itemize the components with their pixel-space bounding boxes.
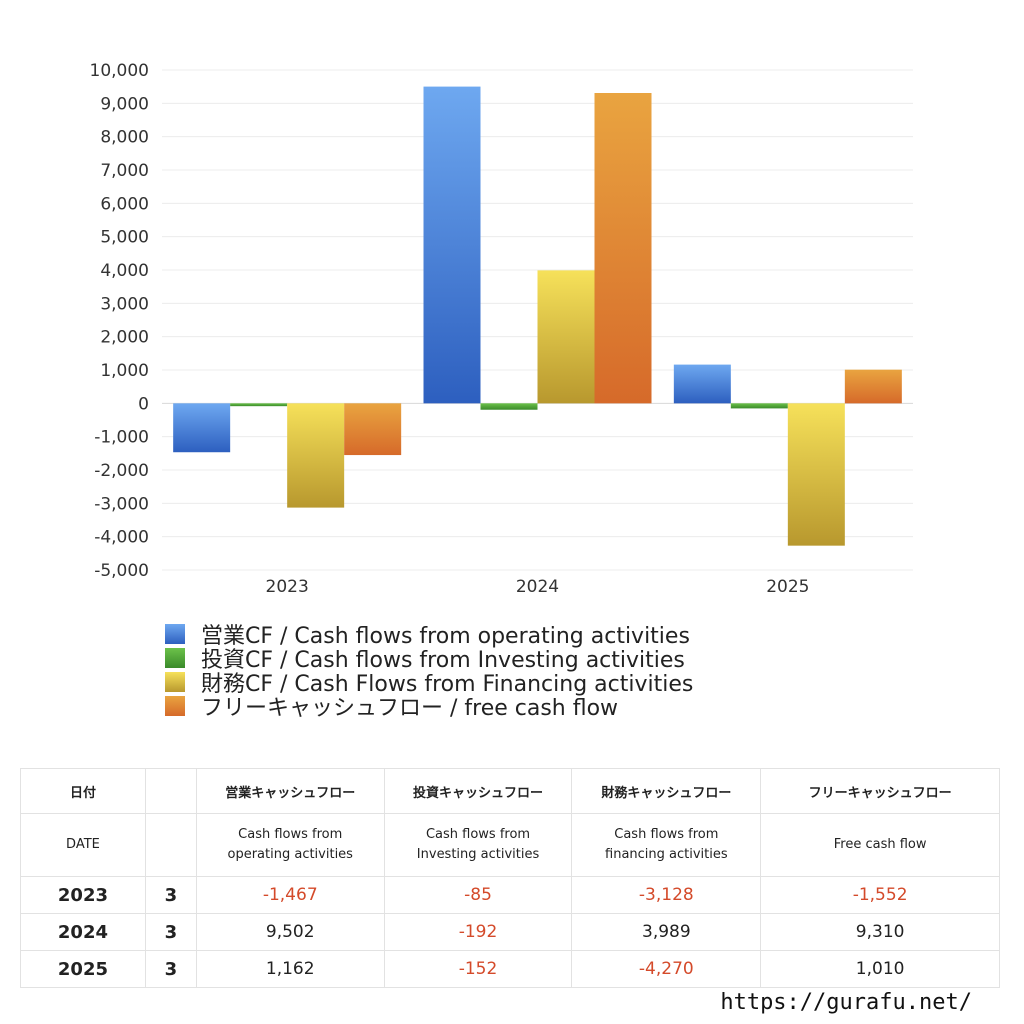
header-financing-en: Cash flows from financing activities — [571, 813, 762, 877]
bar-2024-series-2 — [537, 270, 595, 404]
y-tick-label: 8,000 — [100, 128, 149, 148]
x-tick-label: 2024 — [516, 577, 559, 597]
table-row: 2024 3 9,502 -192 3,989 9,310 — [20, 913, 1000, 951]
row-operating: 9,502 — [195, 913, 385, 951]
legend-label-free-cash-flow: フリーキャッシュフロー / free cash flow — [201, 696, 619, 721]
row-month: 3 — [144, 950, 197, 988]
legend-item-operating: 営業CF / Cash flows from operating activit… — [165, 622, 693, 649]
bar-2023-series-2 — [287, 403, 345, 508]
y-tick-label: 2,000 — [100, 328, 149, 348]
bar-2025-series-1 — [730, 403, 788, 409]
row-year: 2025 — [20, 950, 146, 988]
row-year: 2023 — [20, 876, 146, 914]
footer-url[interactable]: https://gurafu.net/ — [720, 990, 972, 1015]
legend-label-financing: 財務CF / Cash Flows from Financing activit… — [201, 672, 694, 697]
table-row: 2023 3 -1,467 -85 -3,128 -1,552 — [20, 876, 1000, 914]
y-tick-label: 0 — [138, 394, 149, 414]
row-month: 3 — [144, 876, 197, 914]
y-tick-label: 6,000 — [100, 194, 149, 214]
y-tick-label: 5,000 — [100, 228, 149, 248]
row-year: 2024 — [20, 913, 146, 951]
y-tick-label: 3,000 — [100, 294, 149, 314]
y-tick-label: -2,000 — [94, 461, 149, 481]
y-tick-label: 1,000 — [100, 361, 149, 381]
legend-swatch-operating — [165, 624, 185, 644]
row-investing: -152 — [383, 950, 573, 988]
header-month-en — [144, 813, 197, 877]
header-investing-en: Cash flows from Investing activities — [383, 813, 573, 877]
header-month-jp — [144, 768, 197, 814]
header-free-jp: フリーキャッシュフロー — [760, 768, 1000, 814]
row-free: 9,310 — [760, 913, 1000, 951]
legend: 営業CF / Cash flows from operating activit… — [165, 622, 693, 721]
y-tick-label: 4,000 — [100, 261, 149, 281]
bar-2024-series-3 — [594, 93, 652, 404]
header-operating-en-line2: operating activities — [227, 847, 353, 862]
header-investing-en-line2: Investing activities — [416, 847, 540, 862]
x-tick-label: 2025 — [766, 577, 809, 597]
bar-2025-series-2 — [787, 403, 845, 546]
header-financing-jp: 財務キャッシュフロー — [571, 768, 762, 814]
bar-2023-series-3 — [344, 403, 402, 456]
row-investing: -192 — [383, 913, 573, 951]
y-tick-label: -3,000 — [94, 494, 149, 514]
bar-2024-series-1 — [480, 403, 538, 410]
bar-2023-series-0 — [173, 403, 231, 453]
row-free: 1,010 — [760, 950, 1000, 988]
header-operating-en: Cash flows from operating activities — [195, 813, 385, 877]
x-tick-label: 2023 — [266, 577, 309, 597]
legend-item-investing: 投資CF / Cash flows from Investing activit… — [165, 646, 693, 673]
row-free: -1,552 — [760, 876, 1000, 914]
y-tick-label: -5,000 — [94, 561, 149, 581]
y-tick-label: -4,000 — [94, 528, 149, 548]
legend-label-operating: 営業CF / Cash flows from operating activit… — [201, 624, 690, 649]
table-header-jp: 日付 営業キャッシュフロー 投資キャッシュフロー 財務キャッシュフロー フリーキ… — [20, 768, 1000, 814]
row-operating: -1,467 — [195, 876, 385, 914]
x-axis-ticks: 2023 2024 2025 — [266, 577, 810, 597]
header-investing-jp: 投資キャッシュフロー — [383, 768, 573, 814]
row-operating: 1,162 — [195, 950, 385, 988]
header-date-jp: 日付 — [20, 768, 146, 814]
header-financing-en-line2: financing activities — [605, 847, 728, 862]
bars — [173, 86, 902, 546]
header-date-en: DATE — [20, 813, 146, 877]
legend-swatch-financing — [165, 672, 185, 692]
row-financing: -3,128 — [571, 876, 762, 914]
cash-flow-table: 日付 営業キャッシュフロー 投資キャッシュフロー 財務キャッシュフロー フリーキ… — [20, 768, 1000, 988]
header-operating-jp: 営業キャッシュフロー — [195, 768, 385, 814]
y-tick-label: 9,000 — [100, 94, 149, 114]
y-tick-label: -1,000 — [94, 428, 149, 448]
row-financing: 3,989 — [571, 913, 762, 951]
bar-2025-series-0 — [673, 364, 731, 404]
legend-label-investing: 投資CF / Cash flows from Investing activit… — [201, 648, 685, 673]
header-financing-en-line1: Cash flows from — [614, 827, 719, 842]
row-month: 3 — [144, 913, 197, 951]
bar-2025-series-3 — [844, 369, 902, 404]
legend-swatch-investing — [165, 648, 185, 668]
row-investing: -85 — [383, 876, 573, 914]
y-tick-label: 10,000 — [90, 61, 149, 81]
bar-2024-series-0 — [423, 86, 481, 404]
table-header-en: DATE Cash flows from operating activities… — [20, 813, 1000, 877]
legend-swatch-free-cash-flow — [165, 696, 185, 716]
legend-item-free-cash-flow: フリーキャッシュフロー / free cash flow — [165, 694, 693, 721]
table-row: 2025 3 1,162 -152 -4,270 1,010 — [20, 950, 1000, 988]
row-financing: -4,270 — [571, 950, 762, 988]
header-investing-en-line1: Cash flows from — [425, 827, 531, 842]
y-axis-ticks: 10,000 9,000 8,000 7,000 6,000 5,000 4,000 3,00… — [90, 61, 149, 581]
cash-flow-bar-chart: 10,000 9,000 8,000 7,000 6,000 5,000 4,000 3,00… — [90, 61, 913, 597]
bar-2023-series-1 — [230, 403, 288, 407]
header-operating-en-line1: Cash flows from — [238, 827, 343, 842]
legend-item-financing: 財務CF / Cash Flows from Financing activit… — [165, 670, 693, 697]
y-tick-label: 7,000 — [100, 161, 149, 181]
header-free-en: Free cash flow — [760, 813, 1000, 877]
